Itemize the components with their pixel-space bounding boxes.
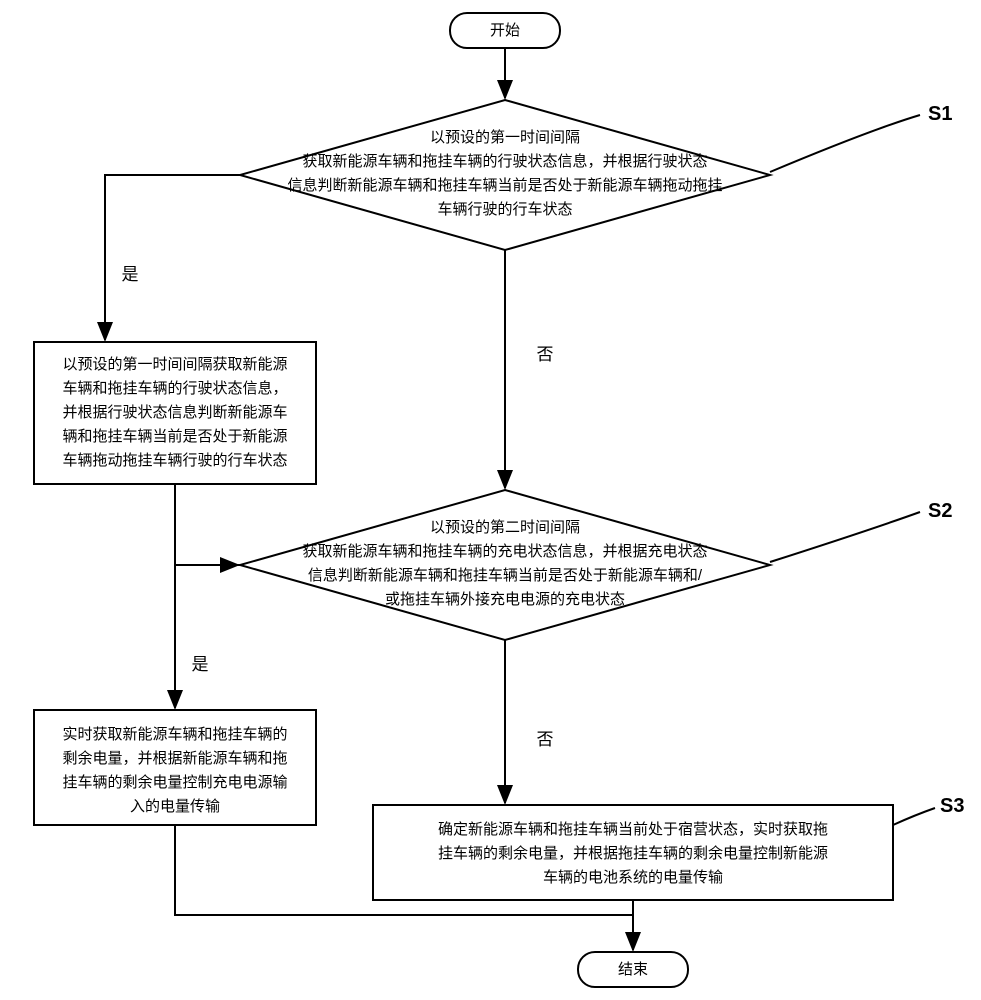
svg-text:或拖挂车辆外接充电电源的充电状态: 或拖挂车辆外接充电电源的充电状态 [385,591,625,608]
end-node: 结束 [578,952,688,987]
s1-step-label: S1 [928,103,952,125]
svg-text:挂车辆的剩余电量，并根据拖挂车辆的剩余电量控制新能源: 挂车辆的剩余电量，并根据拖挂车辆的剩余电量控制新能源 [438,844,828,862]
svg-text:车辆的电池系统的电量传输: 车辆的电池系统的电量传输 [543,869,723,886]
svg-text:信息判断新能源车辆和拖挂车辆当前是否处于新能源车辆和/: 信息判断新能源车辆和拖挂车辆当前是否处于新能源车辆和/ [308,567,703,584]
svg-text:获取新能源车辆和拖挂车辆的行驶状态信息，并根据行驶状态: 获取新能源车辆和拖挂车辆的行驶状态信息，并根据行驶状态 [302,153,707,170]
svg-text:车辆和拖挂车辆的行驶状态信息，: 车辆和拖挂车辆的行驶状态信息， [62,380,287,397]
svg-text:挂车辆的剩余电量控制充电电源输: 挂车辆的剩余电量控制充电电源输 [62,773,287,791]
s2-yes-label: 是 [192,655,209,674]
svg-text:以预设的第一时间间隔获取新能源: 以预设的第一时间间隔获取新能源 [62,355,287,373]
svg-text:以预设的第二时间间隔: 以预设的第二时间间隔 [430,518,580,536]
step-callouts [770,115,935,825]
start-node: 开始 [450,13,560,48]
svg-text:获取新能源车辆和拖挂车辆的充电状态信息，并根据充电状态: 获取新能源车辆和拖挂车辆的充电状态信息，并根据充电状态 [302,543,707,560]
svg-text:车辆拖动拖挂车辆行驶的行车状态: 车辆拖动拖挂车辆行驶的行车状态 [62,452,287,469]
s2-decision: 以预设的第二时间间隔 获取新能源车辆和拖挂车辆的充电状态信息，并根据充电状态 信… [240,490,770,640]
svg-text:车辆行驶的行车状态: 车辆行驶的行车状态 [437,201,572,218]
s1-no-label: 否 [537,345,554,364]
end-label: 结束 [618,961,648,978]
start-label: 开始 [490,22,520,39]
s3-process: 确定新能源车辆和拖挂车辆当前处于宿营状态，实时获取拖 挂车辆的剩余电量，并根据拖… [373,805,893,900]
leftbox2-process: 实时获取新能源车辆和拖挂车辆的 剩余电量，并根据新能源车辆和拖 挂车辆的剩余电量… [34,710,316,825]
s1-decision: 以预设的第一时间间隔 获取新能源车辆和拖挂车辆的行驶状态信息，并根据行驶状态 信… [240,100,770,250]
s2-no-label: 否 [537,730,554,749]
svg-text:信息判断新能源车辆和拖挂车辆当前是否处于新能源车辆拖动拖挂: 信息判断新能源车辆和拖挂车辆当前是否处于新能源车辆拖动拖挂 [287,177,722,194]
svg-text:确定新能源车辆和拖挂车辆当前处于宿营状态，实时获取拖: 确定新能源车辆和拖挂车辆当前处于宿营状态，实时获取拖 [438,821,828,838]
s3-step-label: S3 [940,795,964,817]
svg-text:并根据行驶状态信息判断新能源车: 并根据行驶状态信息判断新能源车 [62,404,287,421]
svg-text:辆和拖挂车辆当前是否处于新能源: 辆和拖挂车辆当前是否处于新能源 [62,428,287,445]
s1-yes-label: 是 [122,265,139,284]
svg-text:剩余电量，并根据新能源车辆和拖: 剩余电量，并根据新能源车辆和拖 [62,749,287,767]
svg-text:实时获取新能源车辆和拖挂车辆的: 实时获取新能源车辆和拖挂车辆的 [62,726,287,743]
svg-text:入的电量传输: 入的电量传输 [130,798,220,815]
leftbox1-process: 以预设的第一时间间隔获取新能源 车辆和拖挂车辆的行驶状态信息， 并根据行驶状态信… [34,342,316,484]
svg-text:以预设的第一时间间隔: 以预设的第一时间间隔 [430,128,580,146]
s2-step-label: S2 [928,500,952,522]
flowchart-diagram: 开始 以预设的第一时间间隔 获取新能源车辆和拖挂车辆的行驶状态信息，并根据行驶状… [0,0,981,1000]
